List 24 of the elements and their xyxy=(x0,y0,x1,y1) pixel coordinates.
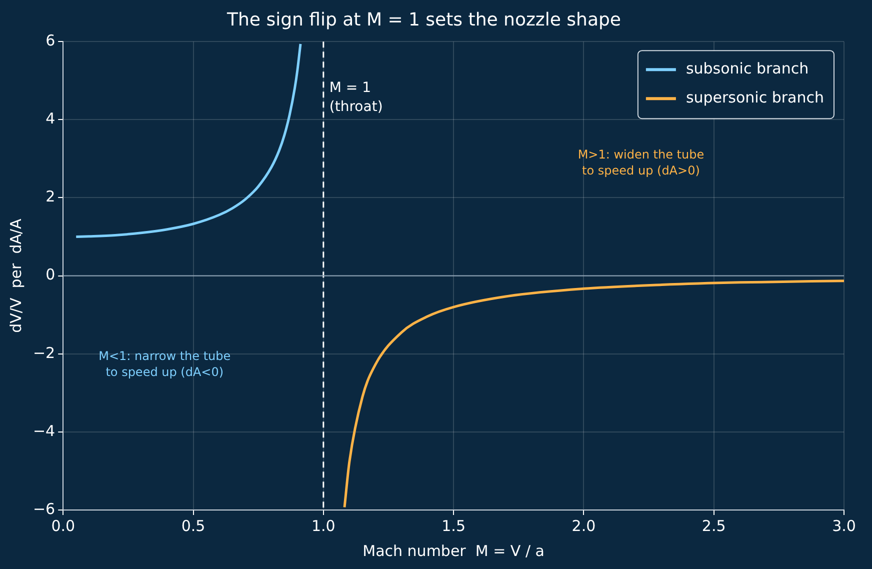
y-tick-label: 4 xyxy=(46,110,56,128)
y-axis-title: dV/V per dA/A xyxy=(6,218,25,333)
x-tick-label: 2.5 xyxy=(702,516,726,535)
y-tick-label: 6 xyxy=(46,31,56,50)
legend-label: supersonic branch xyxy=(686,88,824,106)
x-axis-title: Mach number M = V / a xyxy=(362,542,544,560)
y-tick-label: 2 xyxy=(46,188,56,206)
line-series xyxy=(343,280,844,509)
line-series xyxy=(74,42,302,238)
x-tick-label: 1.0 xyxy=(311,516,336,535)
y-tick-label: −6 xyxy=(32,500,56,518)
x-tick-label: 0.0 xyxy=(51,516,76,535)
chart-title: The sign flip at M = 1 sets the nozzle shape xyxy=(226,9,621,30)
y-tick-label: 0 xyxy=(46,266,56,284)
x-tick-label: 1.5 xyxy=(442,516,466,535)
y-tick-label: −2 xyxy=(32,344,56,362)
x-tick-label: 3.0 xyxy=(832,516,856,535)
legend-label: subsonic branch xyxy=(686,59,809,78)
x-tick-label: 2.0 xyxy=(572,516,596,535)
x-tick-label: 0.5 xyxy=(181,516,206,535)
annotation: M<1: narrow the tube to speed up (dA<0) xyxy=(98,348,231,379)
ref-line-label: M = 1 (throat) xyxy=(329,80,383,116)
annotation: M>1: widen the tube to speed up (dA>0) xyxy=(578,148,704,178)
y-tick-label: −4 xyxy=(32,422,56,440)
